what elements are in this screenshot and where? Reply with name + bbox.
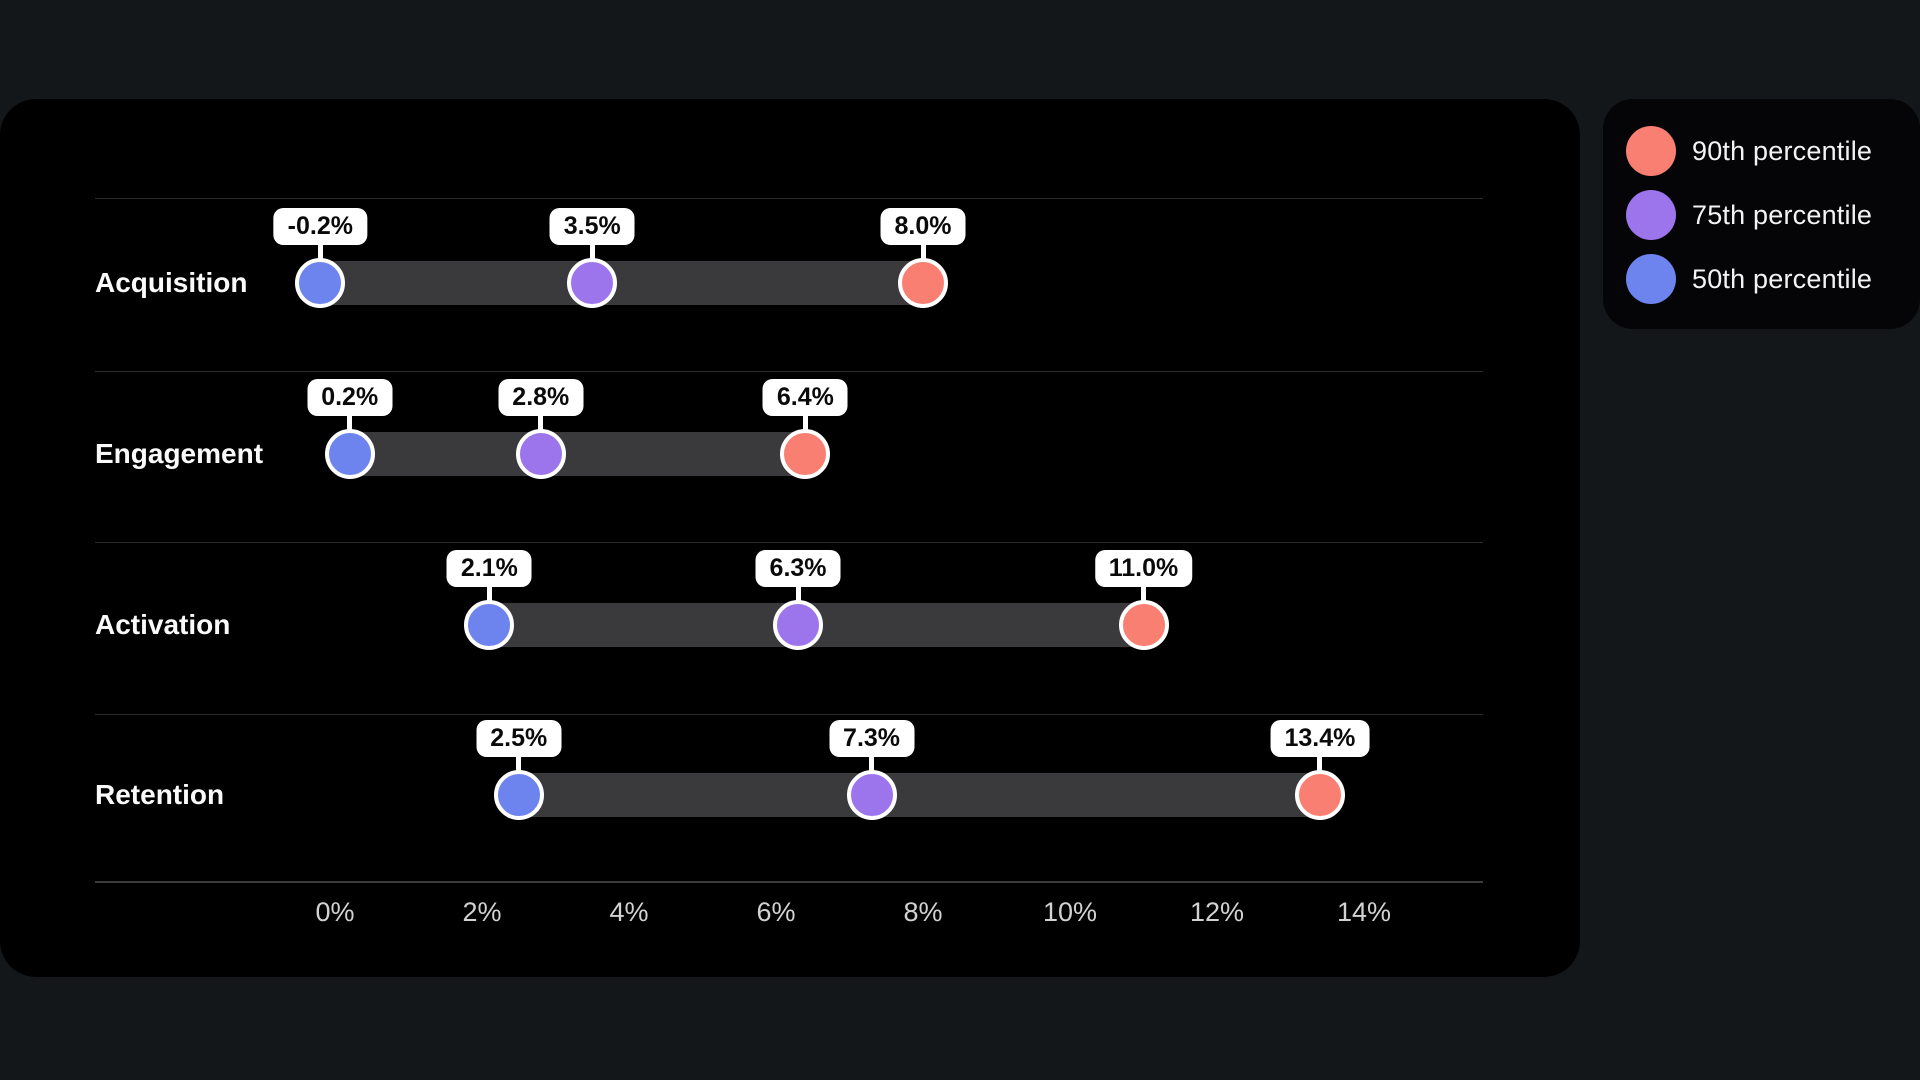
pill-stem — [869, 755, 875, 777]
pill-stem — [1141, 585, 1146, 607]
marker-p75-activation[interactable] — [773, 600, 824, 650]
value-label-p90-engagement: 6.4% — [762, 379, 848, 416]
pill-stem — [589, 243, 595, 265]
marker-p50-acquisition[interactable] — [295, 258, 346, 308]
value-label-p75-engagement: 2.8% — [498, 379, 584, 416]
legend-item-p75[interactable]: 75th percentile — [1626, 190, 1920, 240]
x-tick-0%: 0% — [315, 897, 355, 927]
legend-label-p50: 50th percentile — [1692, 263, 1873, 294]
legend-swatch-p75-icon — [1626, 190, 1676, 240]
value-label-p50-engagement: 0.2% — [307, 379, 393, 416]
marker-p50-retention[interactable] — [493, 770, 544, 820]
row-separator — [95, 714, 1483, 715]
category-label-engagement: Engagement — [95, 438, 264, 469]
range-bar-retention — [496, 773, 1342, 817]
value-label-p50-activation: 2.1% — [446, 550, 532, 587]
value-label-p50-acquisition: -0.2% — [273, 208, 367, 245]
x-tick-6%: 6% — [756, 897, 796, 927]
legend-label-p90: 90th percentile — [1692, 135, 1873, 166]
marker-p50-activation[interactable] — [464, 600, 515, 650]
x-tick-8%: 8% — [903, 897, 943, 927]
category-label-activation: Activation — [95, 609, 231, 640]
pill-stem — [538, 414, 544, 436]
value-label-p75-acquisition: 3.5% — [549, 208, 635, 245]
legend-item-p50[interactable]: 50th percentile — [1626, 254, 1920, 304]
pill-stem — [920, 243, 926, 265]
x-tick-12%: 12% — [1189, 897, 1245, 927]
pill-stem — [795, 585, 801, 607]
marker-p90-engagement[interactable] — [780, 429, 831, 479]
value-label-p90-activation: 11.0% — [1094, 550, 1193, 587]
category-label-acquisition: Acquisition — [95, 267, 248, 298]
value-label-p50-retention: 2.5% — [476, 720, 562, 757]
legend-swatch-p90-icon — [1626, 126, 1676, 176]
marker-p90-activation[interactable] — [1118, 600, 1169, 650]
marker-p75-acquisition[interactable] — [567, 258, 618, 308]
x-axis-line — [95, 881, 1483, 883]
chart-legend: 90th percentile 75th percentile 50th perce… — [1603, 99, 1920, 329]
value-label-p75-retention: 7.3% — [829, 720, 915, 757]
pill-stem — [347, 414, 353, 436]
x-tick-14%: 14% — [1336, 897, 1392, 927]
legend-item-p90[interactable]: 90th percentile — [1626, 126, 1920, 176]
pill-stem — [486, 585, 492, 607]
row-separator — [95, 542, 1483, 543]
category-label-retention: Retention — [95, 779, 225, 810]
x-tick-4%: 4% — [609, 897, 649, 927]
x-tick-10%: 10% — [1042, 897, 1098, 927]
pill-stem — [516, 755, 522, 777]
value-label-p90-retention: 13.4% — [1270, 720, 1370, 757]
pill-stem — [1317, 755, 1323, 777]
value-label-p75-activation: 6.3% — [755, 550, 841, 587]
value-label-p90-acquisition: 8.0% — [880, 208, 966, 245]
row-separator — [95, 198, 1483, 199]
marker-p75-engagement[interactable] — [515, 429, 566, 479]
marker-p50-engagement[interactable] — [324, 429, 375, 479]
marker-p75-retention[interactable] — [846, 770, 897, 820]
pill-stem — [802, 414, 808, 436]
benchmark-chart-card: Acquisition -0.2% 3.5% 8.0% Engagement 0.2% 2.… — [0, 99, 1580, 977]
x-tick-2%: 2% — [462, 897, 502, 927]
legend-label-p75: 75th percentile — [1692, 199, 1873, 230]
marker-p90-acquisition[interactable] — [898, 258, 948, 308]
range-bar-acquisition — [298, 261, 945, 305]
legend-swatch-p50-icon — [1626, 254, 1676, 304]
pill-stem — [317, 243, 323, 265]
marker-p90-retention[interactable] — [1294, 770, 1345, 820]
row-separator — [95, 371, 1483, 372]
range-bar-engagement — [327, 432, 828, 476]
